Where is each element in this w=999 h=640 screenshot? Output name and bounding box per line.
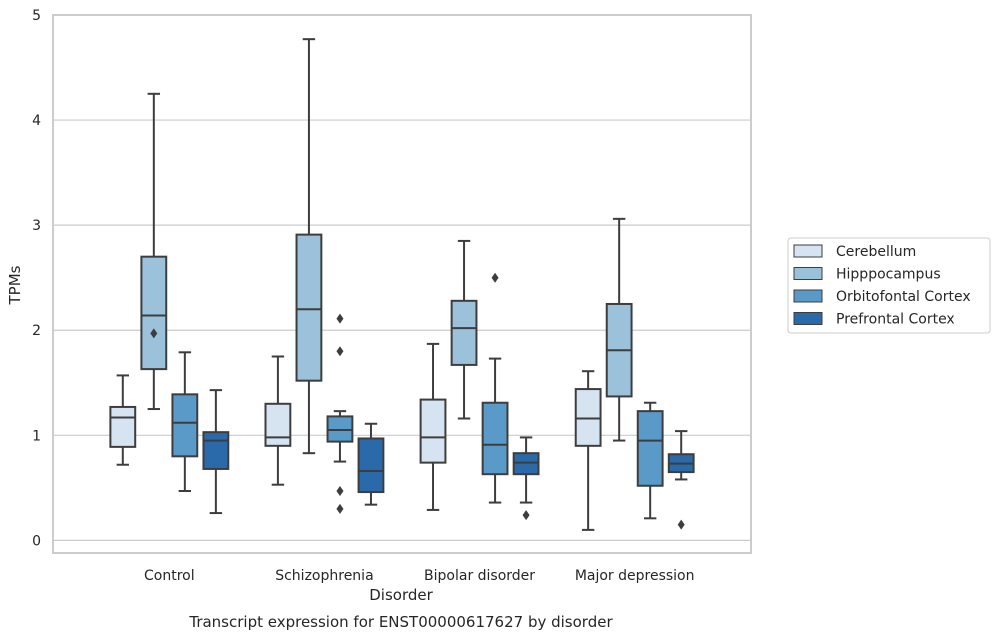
x-tick-label: Major depression [575, 568, 695, 584]
outlier-point [491, 272, 499, 283]
box-iqr [574, 388, 602, 447]
outlier-point [150, 328, 158, 339]
box-iqr [109, 405, 137, 448]
box-iqr [140, 255, 168, 371]
box-iqr [636, 410, 664, 487]
box-iqr [481, 401, 509, 476]
x-tick-label: Schizophrenia [275, 568, 373, 584]
box-iqr [450, 299, 478, 366]
box-3-1 [357, 422, 385, 506]
box-3-3 [667, 430, 695, 530]
x-tick-label: Control [144, 568, 195, 584]
box-iqr [264, 402, 292, 447]
box-0-1 [264, 355, 292, 486]
box-1-0 [140, 92, 168, 411]
box-0-0 [109, 374, 137, 466]
box-iqr [295, 233, 323, 382]
box-0-3 [574, 370, 602, 531]
x-axis-ticks: Control Schizophrenia Bipolar disorder Majo… [144, 568, 694, 584]
x-tick-label: Bipolar disorder [424, 568, 535, 584]
outlier-point [336, 346, 344, 357]
box-1-1 [295, 38, 323, 455]
box-2-1 [326, 313, 354, 514]
box-1-2 [450, 239, 478, 420]
legend-swatch [793, 267, 823, 280]
y-axis-title: TPMs [6, 265, 24, 305]
outlier-point [336, 486, 344, 497]
chart-caption: Transcript expression for ENST0000061762… [188, 613, 613, 631]
y-tick-label: 2 [32, 323, 41, 339]
outlier-point [522, 510, 530, 521]
box-2-2 [481, 272, 509, 504]
y-tick-label: 5 [32, 8, 41, 24]
box-3-0 [202, 389, 230, 515]
box-iqr [357, 437, 385, 494]
box-iqr [419, 398, 447, 464]
legend-swatch [793, 289, 823, 303]
legend-label: Hipppocampus [836, 267, 941, 283]
y-tick-label: 0 [32, 533, 41, 549]
plot-frame [52, 14, 752, 554]
outlier-point [677, 519, 685, 530]
outlier-point [336, 503, 344, 514]
legend-label: Prefrontal Cortex [836, 312, 955, 328]
y-tick-label: 3 [32, 218, 41, 234]
legend-swatch [793, 244, 823, 258]
legend-frame [787, 237, 991, 334]
box-iqr [171, 393, 199, 458]
box-iqr [512, 452, 540, 476]
y-tick-label: 1 [32, 428, 41, 444]
y-axis-ticks: 0 1 2 3 4 5 [32, 8, 41, 549]
outlier-point [336, 313, 344, 324]
box-iqr [326, 415, 354, 443]
box-iqr [202, 431, 230, 470]
box-3-2 [512, 436, 540, 521]
box-1-3 [605, 217, 633, 442]
legend: Cerebellum Hipppocampus Orbitofontal Corte… [787, 237, 991, 334]
x-axis-title: Disorder [369, 586, 433, 604]
legend-label: Cerebellum [836, 244, 916, 260]
legend-label: Orbitofontal Cortex [836, 289, 971, 305]
legend-swatch [793, 312, 823, 325]
box-0-2 [419, 342, 447, 511]
box-2-0 [171, 351, 199, 493]
y-tick-label: 4 [32, 113, 41, 129]
box-2-3 [636, 401, 664, 520]
boxes [109, 38, 695, 531]
